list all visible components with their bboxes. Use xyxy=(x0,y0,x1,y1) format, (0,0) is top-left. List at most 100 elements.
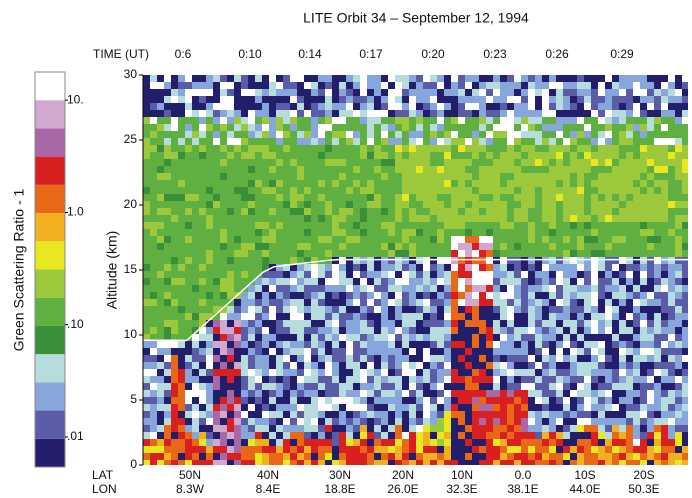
heatmap-cell xyxy=(430,173,437,180)
heatmap-cell xyxy=(220,75,227,82)
heatmap-cell xyxy=(199,103,206,110)
heatmap-cell xyxy=(619,376,626,383)
heatmap-cell xyxy=(185,397,192,404)
heatmap-cell xyxy=(430,187,437,194)
heatmap-cell xyxy=(395,376,402,383)
heatmap-cell xyxy=(388,173,395,180)
heatmap-cell xyxy=(542,264,549,271)
heatmap-cell xyxy=(241,222,248,229)
heatmap-cell xyxy=(591,257,598,264)
heatmap-cell xyxy=(584,439,591,446)
heatmap-cell xyxy=(269,138,276,145)
heatmap-cell xyxy=(318,439,325,446)
heatmap-cell xyxy=(682,383,688,390)
heatmap-cell xyxy=(395,348,402,355)
heatmap-cell xyxy=(605,82,612,89)
heatmap-cell xyxy=(605,117,612,124)
heatmap-cell xyxy=(458,201,465,208)
heatmap-cell xyxy=(535,75,542,82)
heatmap-cell xyxy=(598,425,605,432)
heatmap-cell xyxy=(360,152,367,159)
heatmap-cell xyxy=(570,166,577,173)
heatmap-cell xyxy=(535,285,542,292)
heatmap-cell xyxy=(241,75,248,82)
heatmap-cell xyxy=(304,222,311,229)
heatmap-cell xyxy=(682,397,688,404)
heatmap-cell xyxy=(360,257,367,264)
heatmap-cell xyxy=(577,453,584,460)
heatmap-cell xyxy=(626,152,633,159)
heatmap-cell xyxy=(584,327,591,334)
heatmap-cell xyxy=(591,292,598,299)
heatmap-cell xyxy=(591,117,598,124)
heatmap-cell xyxy=(633,278,640,285)
heatmap-cell xyxy=(213,96,220,103)
heatmap-cell xyxy=(206,299,213,306)
heatmap-cell xyxy=(150,194,157,201)
heatmap-cell xyxy=(367,96,374,103)
heatmap-cell xyxy=(563,271,570,278)
heatmap-cell xyxy=(682,201,688,208)
heatmap-cell xyxy=(241,341,248,348)
heatmap-cell xyxy=(220,334,227,341)
heatmap-cell xyxy=(241,180,248,187)
heatmap-cell xyxy=(353,236,360,243)
heatmap-cell xyxy=(276,250,283,257)
heatmap-cell xyxy=(549,75,556,82)
heatmap-cell xyxy=(353,348,360,355)
heatmap-cell xyxy=(416,124,423,131)
heatmap-cell xyxy=(577,313,584,320)
heatmap-cell xyxy=(472,362,479,369)
heatmap-cell xyxy=(311,96,318,103)
heatmap-cell xyxy=(570,278,577,285)
heatmap-cell xyxy=(598,194,605,201)
heatmap-cell xyxy=(346,124,353,131)
heatmap-cell xyxy=(640,173,647,180)
heatmap-cell xyxy=(458,404,465,411)
heatmap-cell xyxy=(416,313,423,320)
heatmap-cell xyxy=(171,376,178,383)
heatmap-cell xyxy=(479,222,486,229)
heatmap-cell xyxy=(269,460,276,465)
heatmap-cell xyxy=(661,411,668,418)
heatmap-cell xyxy=(283,397,290,404)
heatmap-cell xyxy=(185,348,192,355)
heatmap-cell xyxy=(178,355,185,362)
heatmap-cell xyxy=(444,89,451,96)
heatmap-cell xyxy=(577,432,584,439)
heatmap-cell xyxy=(227,418,234,425)
heatmap-cell xyxy=(262,306,269,313)
heatmap-cell xyxy=(150,390,157,397)
heatmap-cell xyxy=(381,243,388,250)
heatmap-cell xyxy=(465,432,472,439)
heatmap-cell xyxy=(178,75,185,82)
heatmap-cell xyxy=(304,306,311,313)
heatmap-cell xyxy=(171,285,178,292)
heatmap-cell xyxy=(675,145,682,152)
heatmap-cell xyxy=(318,369,325,376)
heatmap-cell xyxy=(311,117,318,124)
heatmap-cell xyxy=(192,446,199,453)
heatmap-cell xyxy=(654,166,661,173)
heatmap-cell xyxy=(395,173,402,180)
heatmap-cell xyxy=(479,152,486,159)
heatmap-cell xyxy=(423,75,430,82)
heatmap-cell xyxy=(654,390,661,397)
heatmap-cell xyxy=(283,383,290,390)
heatmap-cell xyxy=(430,306,437,313)
heatmap-cell xyxy=(577,222,584,229)
heatmap-cell xyxy=(640,285,647,292)
time-tick-label: 0:17 xyxy=(359,47,383,61)
heatmap-cell xyxy=(479,278,486,285)
heatmap-cell xyxy=(353,299,360,306)
heatmap-cell xyxy=(416,397,423,404)
heatmap-cell xyxy=(213,348,220,355)
heatmap-cell xyxy=(164,75,171,82)
heatmap-cell xyxy=(675,89,682,96)
heatmap-cell xyxy=(430,215,437,222)
heatmap-cell xyxy=(346,348,353,355)
heatmap-cell xyxy=(381,404,388,411)
heatmap-cell xyxy=(626,96,633,103)
heatmap-cell xyxy=(556,383,563,390)
heatmap-cell xyxy=(234,425,241,432)
